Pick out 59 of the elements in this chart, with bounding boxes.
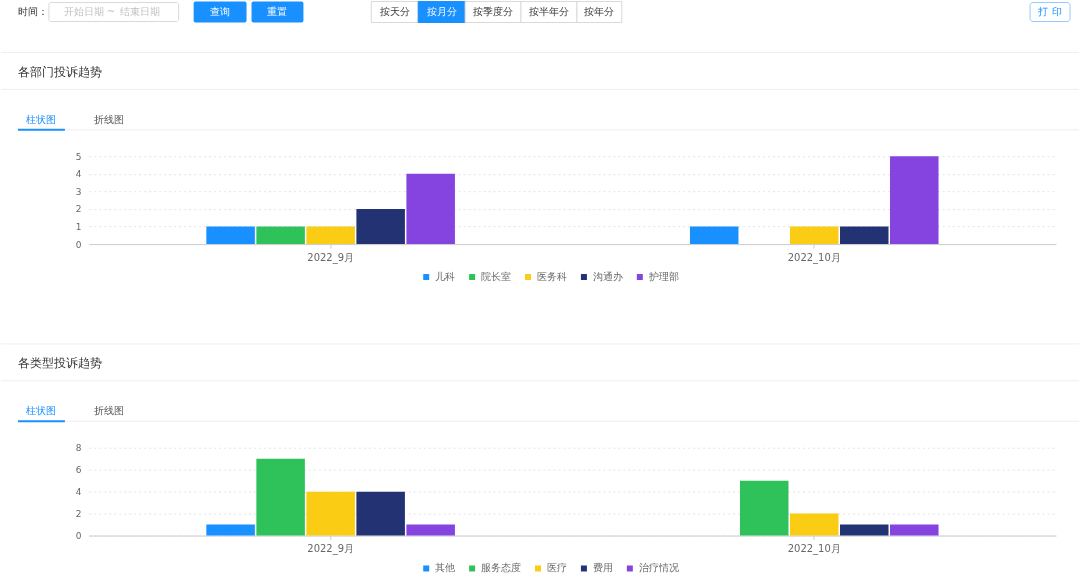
x-tick-label: 2022_10月 <box>787 543 841 556</box>
y-tick-label: 4 <box>75 169 82 180</box>
text: 折线图 <box>93 405 124 417</box>
x-tick-label: 2022_9月 <box>307 251 354 264</box>
text: 时间： <box>17 6 48 18</box>
x-tick-label: 2022_9月 <box>307 543 354 556</box>
y-tick-label: 6 <box>75 465 82 476</box>
chart-title: 各类型投诉趋势 <box>17 356 102 371</box>
text: 按半年分 <box>528 6 569 18</box>
y-tick-label: 8 <box>75 443 82 454</box>
text: 打 印 <box>1037 6 1062 18</box>
y-tick-label: 4 <box>75 487 82 498</box>
y-tick-label: 1 <box>75 222 82 233</box>
bar <box>840 226 889 245</box>
y-tick-label: 0 <box>75 239 82 250</box>
bar <box>739 480 789 536</box>
legend-label: 医务科 <box>537 271 568 283</box>
bar <box>890 156 939 245</box>
y-tick-label: 5 <box>75 151 82 162</box>
legend-label: 护理部 <box>647 271 679 283</box>
legend-label: 费用 <box>592 562 613 574</box>
bar <box>256 226 305 245</box>
x-tick-label: 2022_10月 <box>787 251 841 264</box>
text: 按年分 <box>584 6 615 18</box>
bar <box>356 208 405 245</box>
bar <box>206 524 255 536</box>
legend-label: 其他 <box>435 562 456 574</box>
chart-title: 各部门投诉趋势 <box>17 64 102 79</box>
legend-label: 儿科 <box>435 271 456 283</box>
text: 按月分 <box>426 6 457 18</box>
text: ~ <box>106 6 116 18</box>
text: 按季度分 <box>473 6 514 18</box>
y-tick-label: 2 <box>75 204 82 215</box>
legend-label: 服务态度 <box>481 562 522 574</box>
bar <box>840 524 889 536</box>
bar <box>256 458 305 536</box>
bar <box>789 226 839 245</box>
bar <box>206 226 255 245</box>
text: 折线图 <box>93 113 124 125</box>
legend-label: 院长室 <box>481 271 512 283</box>
bar <box>306 226 355 245</box>
bar <box>356 491 405 536</box>
bar <box>406 524 455 536</box>
y-tick-label: 3 <box>75 186 82 197</box>
bar <box>789 513 839 536</box>
text: 柱状图 <box>25 113 56 125</box>
legend-label: 治疗情况 <box>638 562 679 574</box>
legend-label: 沟通办 <box>592 271 623 283</box>
text: 按天分 <box>379 6 410 18</box>
legend-label: 医疗 <box>546 562 567 574</box>
y-tick-label: 2 <box>75 509 82 520</box>
bar <box>890 524 939 536</box>
bar <box>406 173 455 245</box>
text: 查询 <box>210 6 231 18</box>
bar <box>306 491 355 536</box>
y-tick-label: 0 <box>75 531 82 542</box>
bar <box>689 226 739 245</box>
text: 重置 <box>267 6 288 18</box>
text: 柱状图 <box>25 405 56 417</box>
